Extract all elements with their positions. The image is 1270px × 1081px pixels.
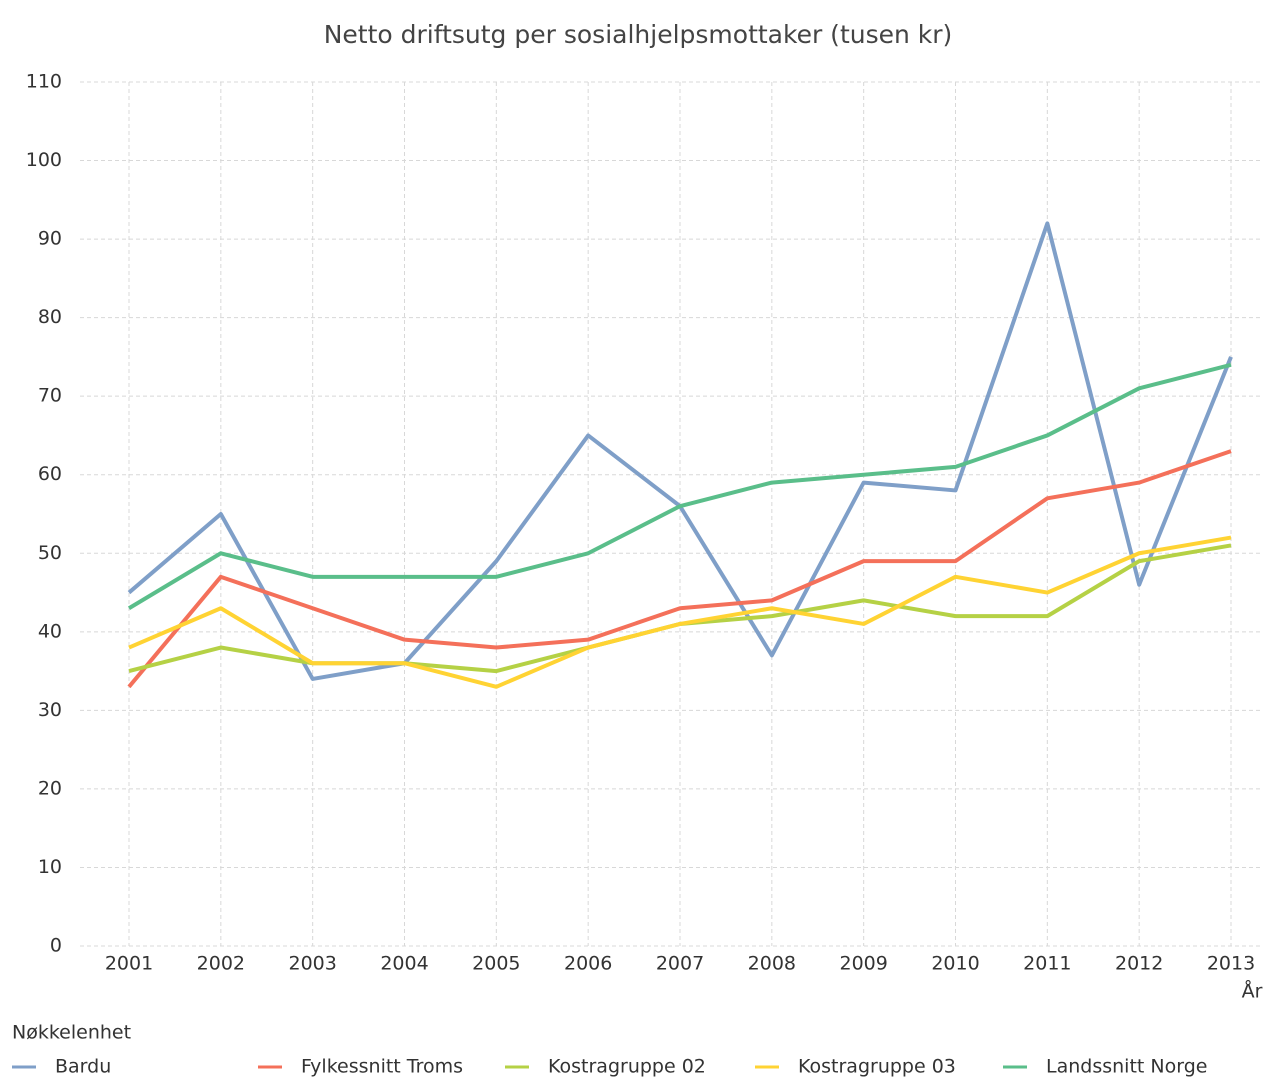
y-tick-label: 110 [26, 71, 62, 93]
x-tick-label: 2001 [105, 953, 153, 975]
x-tick-label: 2006 [564, 953, 612, 975]
x-tick-label: 2010 [931, 953, 979, 975]
y-tick-label: 80 [38, 306, 62, 328]
x-tick-label: 2002 [197, 953, 245, 975]
series-line [127, 449, 1232, 689]
chart-title: Netto driftsutg per sosialhjelpsmottaker… [324, 20, 953, 49]
y-tick-label: 20 [38, 777, 62, 799]
y-tick-label: 40 [38, 620, 62, 642]
y-tick-label: 60 [38, 463, 62, 485]
y-tick-label: 0 [50, 935, 62, 957]
x-tick-label: 2009 [839, 953, 887, 975]
legend-title: Nøkkelenhet [12, 1022, 131, 1044]
y-tick-label: 30 [38, 699, 62, 721]
x-tick-label: 2012 [1115, 953, 1163, 975]
x-tick-label: 2008 [748, 953, 796, 975]
y-tick-label: 50 [38, 542, 62, 564]
x-tick-label: 2007 [656, 953, 704, 975]
series-line [127, 362, 1232, 610]
x-tick-label: 2013 [1207, 953, 1255, 975]
y-tick-label: 100 [26, 149, 62, 171]
legend-label: Kostragruppe 02 [548, 1056, 706, 1078]
series-line [128, 535, 1232, 689]
x-axis-label: År [1242, 980, 1263, 1003]
y-tick-label: 10 [38, 856, 62, 878]
x-tick-label: 2005 [472, 953, 520, 975]
legend-label: Bardu [55, 1056, 111, 1078]
x-tick-label: 2011 [1023, 953, 1071, 975]
legend-label: Kostragruppe 03 [798, 1056, 956, 1078]
x-tick-label: 2003 [288, 953, 336, 975]
legend-label: Fylkessnitt Troms [301, 1056, 463, 1078]
y-tick-label: 70 [38, 385, 62, 407]
legend-label: Landssnitt Norge [1046, 1056, 1207, 1078]
x-tick-label: 2004 [380, 953, 428, 975]
y-tick-label: 90 [38, 228, 62, 250]
